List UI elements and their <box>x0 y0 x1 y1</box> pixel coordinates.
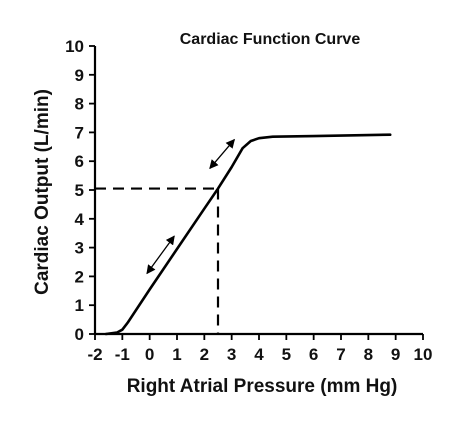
y-tick-label: 6 <box>75 152 84 171</box>
x-tick-label: 9 <box>391 345 400 364</box>
chart-title: Cardiac Function Curve <box>180 31 361 48</box>
y-tick-label: 4 <box>75 210 85 229</box>
x-tick-label: 1 <box>172 345 181 364</box>
x-axis-title: Right Atrial Pressure (mm Hg) <box>127 376 398 397</box>
cardiac-output-curve <box>104 133 392 336</box>
x-tick-label: 3 <box>227 345 236 364</box>
x-tick-label: 10 <box>414 345 433 364</box>
y-tick-label: 2 <box>75 267 84 286</box>
x-tick-label: 2 <box>200 345 209 364</box>
x-tick-label: 6 <box>309 345 318 364</box>
x-tick-label: -1 <box>115 345 130 364</box>
y-axis-ticks: 0 1 2 3 4 5 6 7 8 9 10 <box>65 37 95 344</box>
double-arrow-annotation <box>146 235 175 275</box>
y-tick-label: 7 <box>75 123 84 142</box>
x-tick-label: 7 <box>336 345 345 364</box>
x-tick-label: 8 <box>364 345 373 364</box>
y-axis-title: Cardiac Output (L/min) <box>32 89 53 295</box>
y-tick-label: 5 <box>75 181 84 200</box>
y-tick-label: 9 <box>75 66 84 85</box>
x-axis-ticks: -2 -1 0 1 2 3 4 5 6 7 8 9 10 <box>87 334 432 364</box>
y-tick-label: 3 <box>75 239 84 258</box>
y-tick-label: 1 <box>75 296 84 315</box>
x-tick-label: 0 <box>145 345 154 364</box>
y-tick-label: 8 <box>75 95 84 114</box>
reference-lines <box>95 187 220 334</box>
series-group <box>104 133 392 336</box>
double-arrow-annotation <box>209 138 235 170</box>
axes <box>93 46 423 336</box>
y-tick-label: 0 <box>75 325 84 344</box>
x-tick-label: -2 <box>87 345 102 364</box>
y-tick-label: 10 <box>65 37 84 56</box>
x-tick-label: 5 <box>282 345 291 364</box>
annotations <box>146 138 235 275</box>
x-tick-label: 4 <box>254 345 264 364</box>
